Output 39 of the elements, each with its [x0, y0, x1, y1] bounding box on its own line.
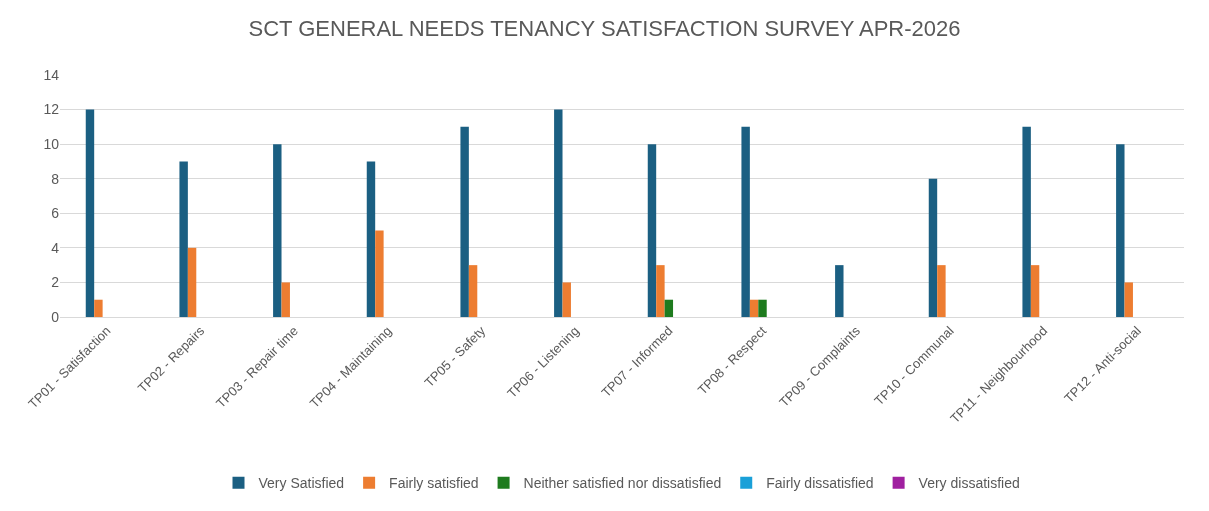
- bar: [741, 126, 750, 317]
- bar: [187, 247, 197, 317]
- y-tick-label: 4: [51, 239, 60, 256]
- bar: [1022, 126, 1031, 317]
- legend-label: Very dissatisfied: [918, 475, 1020, 492]
- y-tick-label: 6: [51, 205, 60, 222]
- bar: [273, 144, 282, 317]
- bar: [179, 161, 188, 317]
- bar: [375, 230, 384, 317]
- bar: [366, 161, 376, 317]
- bar: [835, 265, 844, 317]
- bar: [758, 299, 767, 317]
- bar: [1116, 144, 1125, 317]
- legend-label: Fairly dissatisfied: [766, 475, 874, 492]
- bar: [656, 265, 665, 317]
- bar: [647, 144, 657, 317]
- bar: [554, 109, 563, 317]
- bar: [664, 299, 674, 317]
- bar: [460, 126, 469, 317]
- legend-label: Neither satisfied nor dissatisfied: [523, 475, 722, 492]
- y-tick-label: 10: [43, 136, 60, 153]
- bar: [94, 299, 103, 317]
- y-tick-label: 14: [43, 66, 60, 83]
- bar: [1124, 282, 1133, 317]
- y-tick-label: 8: [51, 170, 60, 187]
- bar: [749, 299, 759, 317]
- y-tick-label: 12: [43, 101, 60, 118]
- bar: [281, 282, 290, 317]
- legend-label: Very Satisfied: [258, 475, 345, 492]
- chart-title: SCT GENERAL NEEDS TENANCY SATISFACTION SURVEY APR-2026: [248, 15, 961, 41]
- bar: [562, 282, 571, 317]
- y-tick-label: 0: [51, 308, 60, 325]
- y-tick-label: 2: [51, 274, 60, 291]
- bar: [928, 178, 938, 317]
- legend-label: Fairly satisfied: [389, 475, 479, 492]
- bar: [1030, 265, 1040, 317]
- bar: [937, 265, 946, 317]
- bar: [85, 109, 95, 317]
- bar: [468, 265, 478, 317]
